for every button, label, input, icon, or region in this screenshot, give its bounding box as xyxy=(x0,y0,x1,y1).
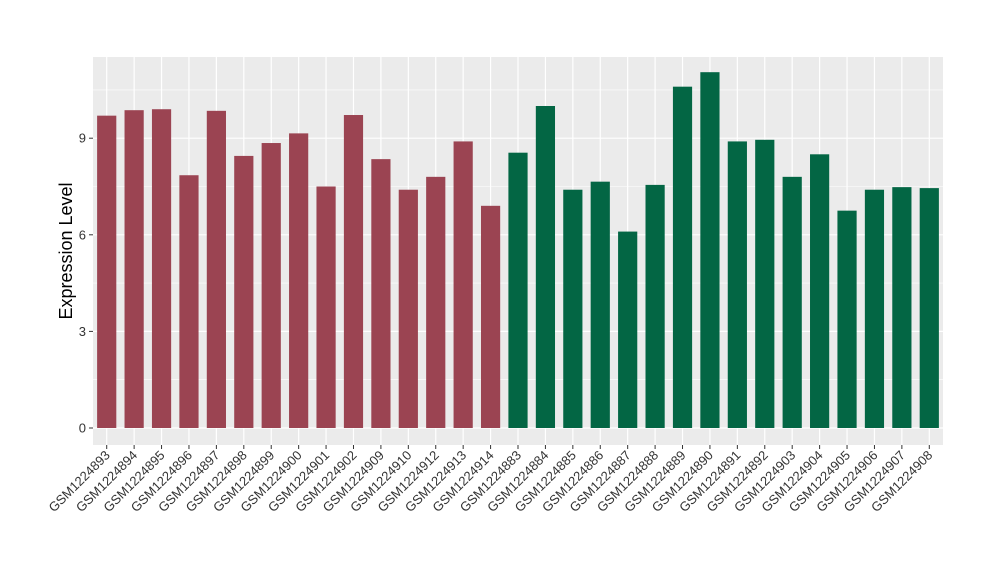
bar-GSM1224902 xyxy=(343,115,364,429)
bar-GSM1224913 xyxy=(453,141,473,429)
x-axis: GSM1224893GSM1224894GSM1224895GSM1224896… xyxy=(45,445,935,515)
y-axis-title: Expression Level xyxy=(56,182,76,319)
bar-GSM1224909 xyxy=(371,159,391,428)
bar-GSM1224891 xyxy=(727,141,747,429)
bars xyxy=(97,72,939,429)
y-tick-label: 9 xyxy=(79,131,86,146)
bar-GSM1224899 xyxy=(261,143,281,428)
bar-GSM1224895 xyxy=(151,109,172,428)
bar-GSM1224886 xyxy=(590,181,610,428)
bar-GSM1224898 xyxy=(234,155,254,428)
bar-GSM1224894 xyxy=(124,110,144,428)
bar-GSM1224912 xyxy=(426,176,446,428)
y-tick-label: 0 xyxy=(79,421,86,436)
bar-GSM1224896 xyxy=(179,175,199,428)
bar-GSM1224887 xyxy=(618,231,638,428)
y-axis: 0 3 6 9 xyxy=(79,131,93,436)
bar-GSM1224892 xyxy=(755,139,775,428)
bar-GSM1224905 xyxy=(837,210,857,428)
bar-GSM1224914 xyxy=(480,205,501,428)
bar-GSM1224910 xyxy=(398,189,418,428)
bar-GSM1224907 xyxy=(892,187,912,428)
bar-GSM1224900 xyxy=(289,133,309,428)
bar-GSM1224888 xyxy=(645,184,665,428)
bar-GSM1224890 xyxy=(700,72,720,428)
bar-GSM1224906 xyxy=(864,189,885,428)
bar-GSM1224884 xyxy=(535,106,556,428)
bar-GSM1224883 xyxy=(508,152,528,428)
y-tick-label: 3 xyxy=(79,324,86,339)
bar-GSM1224901 xyxy=(316,186,336,428)
bar-GSM1224885 xyxy=(563,189,583,428)
bar-GSM1224893 xyxy=(97,115,117,428)
bar-GSM1224904 xyxy=(810,154,830,429)
bar-GSM1224897 xyxy=(206,110,226,428)
bar-GSM1224889 xyxy=(672,86,693,429)
y-tick-label: 6 xyxy=(79,227,86,242)
bar-GSM1224908 xyxy=(919,188,939,428)
bar-GSM1224903 xyxy=(782,176,802,428)
